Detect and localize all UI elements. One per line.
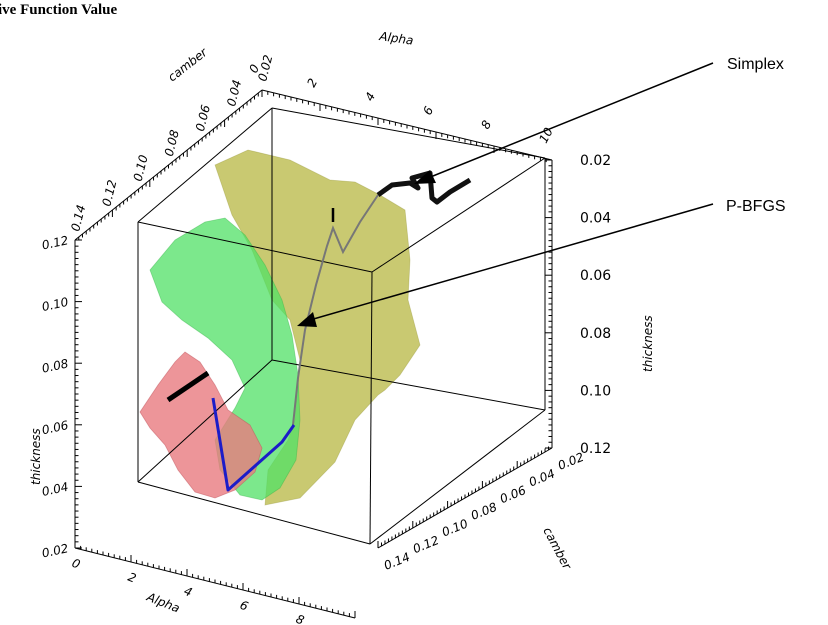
callouts: Simplex P-BFGS [297, 56, 786, 327]
camber-top-tick-label: 0.08 [162, 128, 182, 158]
pbfgs-arrowhead [297, 312, 317, 327]
alpha-top-tick-label: 8 [478, 118, 494, 132]
alpha-tick-label: 6 [238, 598, 251, 614]
thickness-tick-label: 0.04 [41, 480, 70, 499]
pbfgs-path [211, 397, 296, 492]
search-paths [166, 170, 472, 492]
box-edge [271, 359, 546, 411]
alpha-tick-label: 0 [70, 556, 83, 572]
alpha-axis-title-bottom: Alpha [144, 589, 182, 615]
black-path [166, 370, 210, 403]
camber-axis-title-right: camber [540, 525, 574, 573]
camber-top-tick-label: 0.12 [99, 178, 119, 207]
pbfgs-arrow-line [309, 203, 714, 321]
thickness-tick-label: 0.06 [41, 418, 70, 437]
camber-tick-label: 0.10 [440, 516, 470, 539]
chart-title: ive Function Value [0, 2, 118, 18]
alpha-axis-title-top: Alpha [378, 29, 415, 48]
alpha-tick-label: 2 [126, 570, 138, 586]
thickness-tick-label: 0.10 [41, 295, 70, 314]
camber-tick-label: 0.06 [498, 483, 528, 506]
camber-top-tick-label: 0.06 [193, 103, 213, 133]
thickness-right-tick-label: 0.10 [580, 383, 611, 399]
camber-top-tick-label: 0.02 [255, 53, 275, 82]
camber-axis-title-top: camber [165, 45, 210, 85]
camber-tick-label: 0.08 [469, 500, 499, 523]
thickness-tick-label: 0.08 [41, 356, 70, 375]
simplex-trace [292, 194, 379, 426]
box-edge [137, 221, 373, 273]
box-edge [369, 409, 546, 545]
simplex-arrow-line [427, 62, 714, 179]
thickness-axis-title-right: thickness [641, 315, 655, 372]
thickness-tick-label: 0.12 [41, 233, 70, 252]
tick-marks [74, 89, 553, 619]
thickness-right-tick-label: 0.08 [580, 326, 611, 342]
thickness-axis-title-left: thickness [29, 428, 43, 485]
alpha-tick-label: 8 [294, 612, 307, 625]
thickness-right-tick-label: 0.12 [580, 441, 611, 457]
simplex-arrowhead [414, 170, 436, 184]
alpha-top-tick-label: 2 [304, 76, 320, 89]
olive-surface [214, 149, 421, 506]
thickness-tick-label: 0.02 [41, 541, 70, 560]
pbfgs-label: P-BFGS [726, 198, 786, 215]
camber-top-tick-label: 0.04 [224, 78, 244, 107]
simplex-path [376, 170, 472, 205]
alpha-top-tick-label: 10 [536, 125, 556, 145]
box-edge [137, 481, 371, 545]
alpha-tick-label: 4 [182, 584, 194, 600]
alpha-top-tick-label: 6 [420, 104, 436, 118]
camber-tick-label: 0.04 [527, 466, 557, 489]
simplex-label: Simplex [727, 56, 784, 73]
thickness-right-tick-label: 0.04 [580, 211, 611, 227]
camber-tick-label: 0.14 [382, 550, 412, 573]
thickness-right-tick-label: 0.06 [580, 268, 611, 284]
green-surface [149, 217, 301, 501]
camber-tick-label: 0.12 [411, 533, 441, 556]
box-edge [137, 107, 273, 223]
box-edge [369, 271, 373, 545]
box-edge [137, 359, 273, 483]
alpha-top-tick-label: 4 [362, 90, 378, 103]
thickness-right-tick-label: 0.02 [580, 153, 611, 169]
camber-top-tick-label: 0.10 [131, 153, 151, 183]
box-edge [371, 157, 546, 273]
isosurfaces [139, 149, 421, 506]
camber-top-tick-label: 0.14 [68, 203, 88, 232]
box-edge [271, 107, 546, 159]
